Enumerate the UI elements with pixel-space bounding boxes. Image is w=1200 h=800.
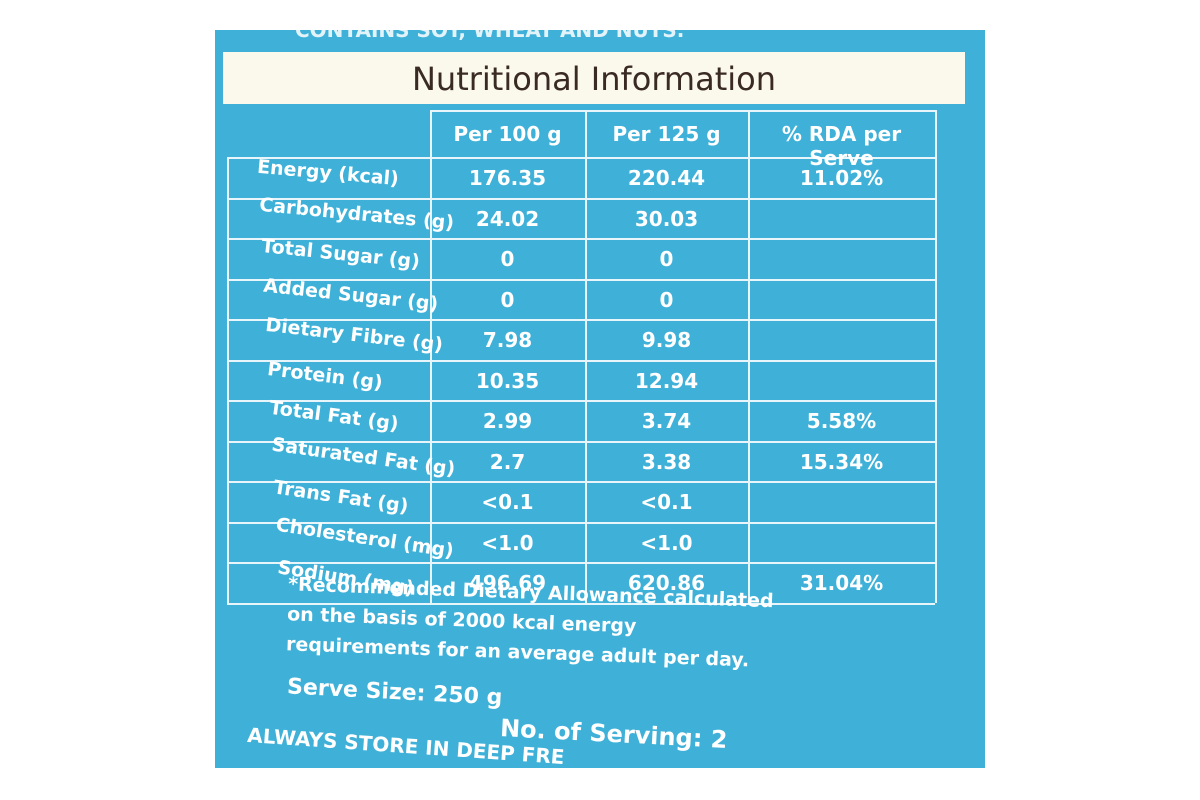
row-label: Total Fat (g) bbox=[268, 396, 400, 436]
table-line bbox=[227, 319, 935, 321]
table-line bbox=[227, 157, 229, 603]
table-line bbox=[227, 440, 935, 443]
column-header: Per 125 g bbox=[612, 122, 721, 146]
row-label: Energy (kcal) bbox=[256, 155, 400, 191]
cell-value: 0 bbox=[659, 287, 674, 312]
cell-value: 0 bbox=[500, 287, 515, 312]
cell-value: 3.38 bbox=[641, 449, 692, 474]
table-line bbox=[227, 481, 935, 483]
cell-value: <1.0 bbox=[481, 530, 534, 555]
cell-value: <1.0 bbox=[640, 530, 693, 555]
cell-value: <0.1 bbox=[640, 490, 693, 514]
cell-value: 31.04% bbox=[799, 571, 884, 595]
table-line bbox=[227, 562, 935, 564]
cell-value: 2.99 bbox=[482, 409, 533, 433]
serve-size: Serve Size: 250 g bbox=[286, 674, 503, 711]
cell-value: 9.98 bbox=[641, 328, 692, 352]
table-line bbox=[227, 278, 935, 281]
cell-value: 0 bbox=[659, 247, 674, 271]
footnote: *Recommended Dietary Allowance calculate… bbox=[285, 573, 774, 672]
table-line bbox=[748, 110, 750, 603]
row-label: Protein (g) bbox=[266, 357, 384, 394]
cell-value: 496.69 bbox=[468, 571, 547, 595]
cell-value: 11.02% bbox=[799, 166, 884, 190]
table-line bbox=[227, 197, 935, 200]
cell-value: 24.02 bbox=[475, 206, 540, 231]
cell-value: <0.1 bbox=[481, 490, 534, 514]
table-line bbox=[227, 400, 935, 402]
table-line bbox=[227, 238, 935, 240]
cell-value: 176.35 bbox=[468, 166, 547, 190]
cell-value: 30.03 bbox=[634, 206, 699, 231]
table-line bbox=[585, 110, 587, 603]
table-line bbox=[430, 110, 935, 112]
cell-value: 7.98 bbox=[482, 328, 533, 352]
cell-value: 15.34% bbox=[799, 449, 884, 474]
cell-value: 3.74 bbox=[641, 409, 692, 433]
table-line bbox=[430, 110, 432, 603]
table-title: Nutritional Information bbox=[411, 60, 776, 98]
column-header: Per 100 g bbox=[453, 122, 562, 146]
package-panel: CONTAINS SOY, WHEAT AND NUTS. Nutritiona… bbox=[215, 30, 985, 768]
cell-value: 0 bbox=[500, 247, 515, 271]
cell-value: 10.35 bbox=[475, 368, 540, 393]
cell-value: 220.44 bbox=[627, 166, 706, 190]
table-line bbox=[227, 157, 935, 159]
row-label: Total Sugar (g) bbox=[260, 235, 421, 273]
table-line bbox=[227, 521, 935, 524]
cell-value: 2.7 bbox=[489, 449, 526, 474]
table-line bbox=[935, 110, 937, 603]
cell-value: 5.58% bbox=[806, 409, 877, 433]
title-bar: Nutritional Information bbox=[223, 52, 965, 104]
package-top-text: CONTAINS SOY, WHEAT AND NUTS. bbox=[295, 30, 685, 42]
table-line bbox=[227, 602, 935, 605]
column-header: % RDA per Serve bbox=[781, 122, 902, 170]
row-label: Cholesterol (mg) bbox=[274, 513, 456, 562]
cell-value: 12.94 bbox=[634, 368, 699, 393]
cell-value: 620.86 bbox=[627, 571, 706, 595]
table-line bbox=[227, 359, 935, 362]
